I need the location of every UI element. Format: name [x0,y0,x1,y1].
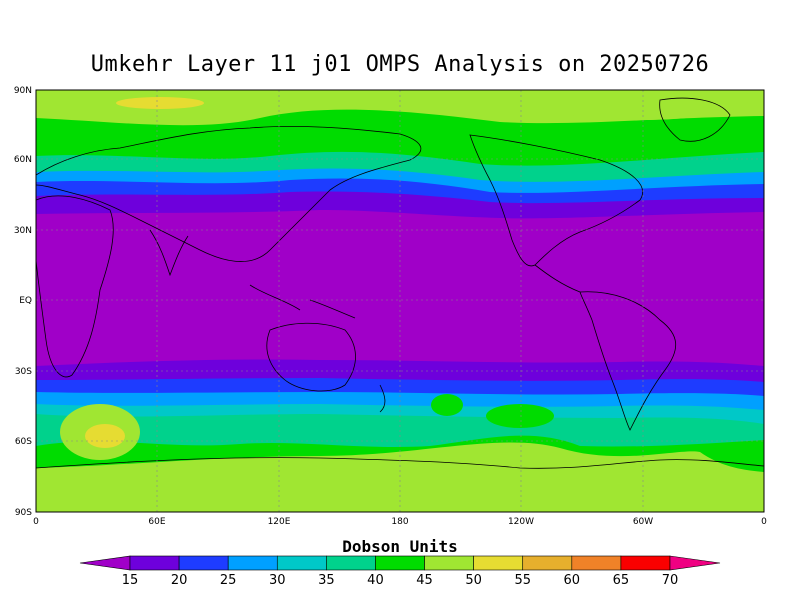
lon-tick-label: 60E [148,517,165,527]
colorbar: 15 20 25 30 35 40 45 50 55 60 65 70 [79,555,721,588]
colorbar-swatch [178,555,229,571]
lon-tick-label: 0 [33,517,39,527]
lat-tick-label: 90N [14,86,32,96]
graticule [36,90,764,512]
colorbar-swatch [620,555,671,571]
map-frame [35,89,765,513]
colorbar-tick-label: 15 [122,573,139,588]
colorbar-swatch [129,555,180,571]
sh-local-max [85,424,125,448]
lat-tick-label: 60S [15,437,32,447]
lat-tick-label: 30N [14,226,32,236]
colorbar-title: Dobson Units [342,537,458,556]
colorbar-swatch [375,555,425,571]
colorbar-tick-label: 30 [269,573,286,588]
colorbar-swatch [473,555,524,571]
colorbar-tick-label: 45 [416,573,433,588]
colorbar-swatch [571,555,622,571]
colorbar-swatch [326,555,376,571]
map-title: Umkehr Layer 11 j01 OMPS Analysis on 202… [90,52,710,77]
lon-tick-label: 60W [633,517,653,527]
colorbar-low-triangle [79,555,131,571]
colorbar-swatch [227,555,278,571]
lon-axis: 0 60E 120E 180 120W 60W 0 [33,517,767,527]
lat-tick-label: 30S [15,367,32,377]
colorbar-swatch [522,555,573,571]
colorbar-tick-label: 55 [514,573,531,588]
colorbar-tick-label: 25 [220,573,237,588]
colorbar-swatch [424,555,474,571]
colorbar-tick-label: 70 [662,573,679,588]
colorbar-tick-label: 50 [465,573,482,588]
colorbar-tick-label: 20 [171,573,188,588]
colorbar-high-triangle [669,555,721,571]
lat-tick-label: EQ [19,296,32,306]
lon-tick-label: 180 [391,517,408,527]
colorbar-tick-label: 40 [367,573,384,588]
lat-tick-label: 90S [15,508,32,518]
lon-tick-label: 120E [268,517,291,527]
lat-axis: 90N 60N 30N EQ 30S 60S 90S [14,86,32,518]
lon-tick-label: 120W [508,517,534,527]
nh-local-max [116,97,204,109]
colorbar-tick-label: 60 [564,573,581,588]
colorbar-swatch [276,555,327,571]
sh-regional-45-c [486,404,554,428]
colorbar-tick-label: 35 [318,573,335,588]
sh-regional-45-b [431,394,463,416]
coastlines [36,97,764,469]
lon-tick-label: 0 [761,517,767,527]
colorbar-tick-label: 65 [613,573,630,588]
band-nh-20-25 [36,191,764,219]
lat-tick-label: 60N [14,155,32,165]
nh-region-50 [530,90,750,120]
band-nh-25-30 [36,178,764,208]
band-sh-50-55 [36,442,764,512]
